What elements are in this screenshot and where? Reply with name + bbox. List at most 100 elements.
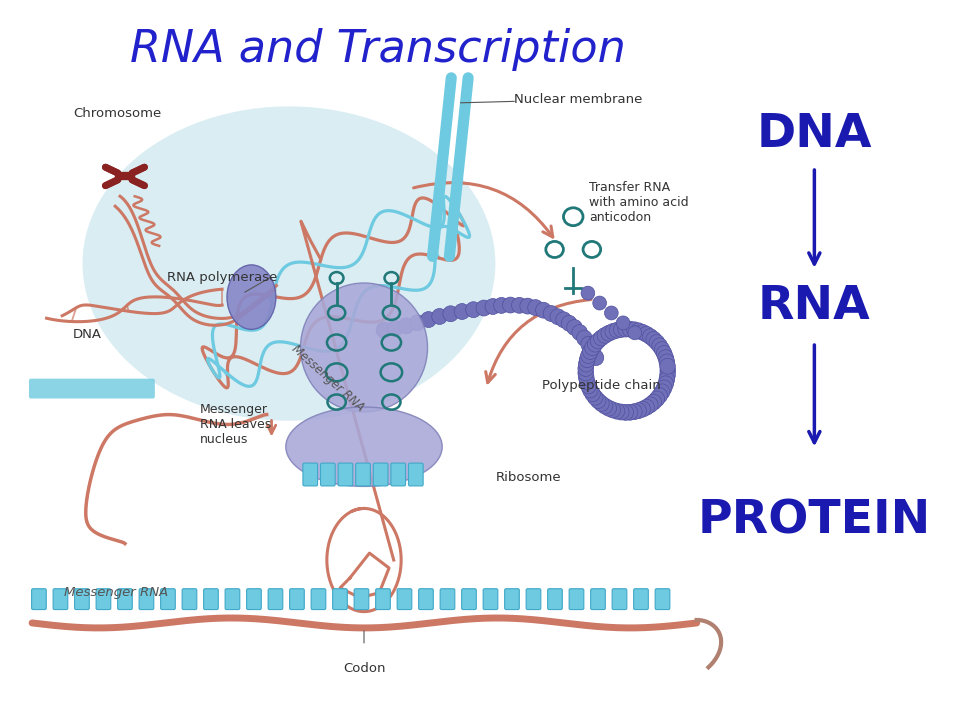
Circle shape [590, 333, 606, 348]
Circle shape [655, 341, 670, 358]
Circle shape [410, 315, 425, 330]
Circle shape [543, 305, 559, 321]
FancyBboxPatch shape [354, 589, 369, 610]
Circle shape [631, 402, 646, 418]
Ellipse shape [227, 265, 276, 329]
FancyBboxPatch shape [290, 589, 304, 610]
FancyBboxPatch shape [311, 589, 325, 610]
Circle shape [660, 363, 676, 379]
Circle shape [631, 323, 646, 338]
Circle shape [646, 394, 661, 410]
FancyBboxPatch shape [118, 589, 132, 610]
Circle shape [577, 330, 592, 346]
Circle shape [646, 331, 661, 347]
FancyBboxPatch shape [462, 589, 476, 610]
FancyBboxPatch shape [139, 589, 154, 610]
Circle shape [550, 309, 565, 325]
Circle shape [536, 302, 551, 318]
Circle shape [660, 359, 675, 374]
Circle shape [485, 299, 501, 315]
Circle shape [590, 392, 606, 408]
Circle shape [578, 369, 594, 385]
Text: RNA and Transcription: RNA and Transcription [131, 28, 626, 71]
Circle shape [579, 352, 595, 368]
Circle shape [642, 328, 659, 345]
Circle shape [578, 356, 594, 372]
Circle shape [652, 387, 667, 403]
Circle shape [642, 397, 659, 413]
Text: PROTEIN: PROTEIN [698, 498, 931, 544]
Circle shape [658, 376, 674, 392]
FancyBboxPatch shape [634, 589, 648, 610]
FancyBboxPatch shape [75, 589, 89, 610]
Circle shape [658, 350, 674, 366]
Text: Transfer RNA
with amino acid
anticodon: Transfer RNA with amino acid anticodon [589, 181, 689, 225]
Circle shape [659, 372, 675, 387]
Circle shape [585, 340, 600, 356]
Circle shape [657, 380, 672, 396]
FancyBboxPatch shape [303, 463, 318, 486]
Circle shape [605, 306, 618, 320]
FancyBboxPatch shape [569, 589, 584, 610]
FancyBboxPatch shape [29, 379, 155, 398]
Ellipse shape [300, 283, 427, 412]
FancyBboxPatch shape [332, 589, 348, 610]
FancyBboxPatch shape [373, 463, 388, 486]
Circle shape [512, 297, 527, 313]
Circle shape [578, 365, 593, 381]
Circle shape [593, 330, 610, 346]
FancyBboxPatch shape [204, 589, 218, 610]
Circle shape [618, 405, 634, 420]
Circle shape [585, 386, 600, 402]
Text: DNA: DNA [73, 328, 102, 341]
Circle shape [387, 320, 403, 336]
Circle shape [628, 326, 641, 340]
Circle shape [597, 328, 612, 343]
Circle shape [618, 321, 634, 337]
Circle shape [376, 323, 392, 338]
Circle shape [635, 401, 651, 417]
Ellipse shape [83, 107, 495, 420]
FancyBboxPatch shape [226, 589, 240, 610]
FancyBboxPatch shape [612, 589, 627, 610]
Circle shape [601, 325, 616, 341]
Circle shape [588, 390, 603, 405]
FancyBboxPatch shape [590, 589, 606, 610]
Circle shape [659, 354, 675, 370]
Circle shape [638, 326, 655, 342]
Circle shape [588, 336, 603, 352]
Circle shape [605, 402, 620, 418]
Circle shape [562, 315, 577, 331]
Circle shape [454, 304, 469, 320]
FancyBboxPatch shape [182, 589, 197, 610]
FancyBboxPatch shape [391, 463, 405, 486]
Circle shape [592, 296, 607, 310]
Circle shape [572, 325, 588, 341]
FancyBboxPatch shape [440, 589, 455, 610]
Circle shape [566, 320, 583, 336]
Circle shape [519, 298, 536, 314]
FancyBboxPatch shape [356, 463, 371, 486]
FancyBboxPatch shape [53, 589, 68, 610]
FancyBboxPatch shape [375, 589, 391, 610]
Text: DNA: DNA [756, 112, 872, 158]
FancyBboxPatch shape [483, 589, 498, 610]
Circle shape [622, 405, 637, 420]
Circle shape [398, 318, 414, 334]
Text: RNA: RNA [758, 284, 871, 329]
Circle shape [660, 367, 675, 383]
Circle shape [635, 325, 651, 341]
Circle shape [503, 297, 518, 313]
Circle shape [622, 321, 637, 337]
FancyBboxPatch shape [397, 589, 412, 610]
Circle shape [601, 400, 616, 416]
Circle shape [588, 350, 604, 366]
Circle shape [616, 316, 630, 330]
Circle shape [581, 286, 595, 300]
Circle shape [476, 300, 492, 316]
Circle shape [597, 398, 612, 414]
Text: RNA polymerase: RNA polymerase [167, 271, 277, 284]
Circle shape [655, 384, 670, 400]
FancyBboxPatch shape [419, 589, 433, 610]
FancyBboxPatch shape [338, 463, 352, 486]
